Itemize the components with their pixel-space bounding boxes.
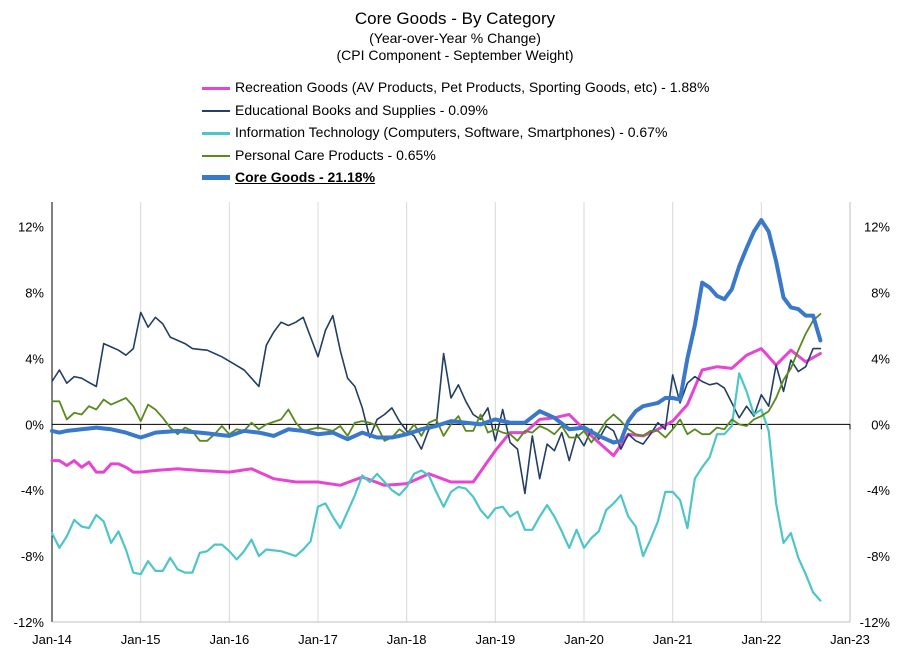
x-axis-tick-labels: Jan-14 Jan-15 Jan-16 Jan-17 Jan-18 Jan-19 Jan-…: [32, 632, 870, 647]
y-tick-label-right: -8%: [867, 549, 891, 564]
x-tick-label: Jan-23: [830, 632, 870, 647]
chart-title-block: Core Goods - By Category (Year-over-Year…: [0, 8, 910, 64]
y-tick-label-left: -4%: [21, 483, 45, 498]
legend-label-personal-care: Personal Care Products - 0.65%: [235, 146, 436, 163]
legend-swatch-personal-care: [202, 154, 230, 157]
x-tick-label: Jan-15: [121, 632, 161, 647]
y-tick-label-left: 4%: [25, 351, 44, 366]
legend-swatch-information-technology: [202, 132, 230, 135]
legend-swatch-recreation-goods: [202, 87, 230, 90]
y-tick-label-right: 4%: [871, 351, 890, 366]
y-tick-label-right: -4%: [867, 483, 891, 498]
y-tick-label-left: 12%: [18, 220, 44, 235]
y-axis-left-tick-labels: -12% -8% -4% 0% 4% 8% 12%: [14, 220, 45, 630]
chart-title: Core Goods - By Category: [354, 9, 556, 28]
y-tick-label-right: 12%: [864, 220, 890, 235]
series-line-1: [51, 311, 822, 495]
chart-subtitle-2: (CPI Component - September Weight): [336, 47, 574, 63]
legend-swatch-core-goods: [202, 175, 230, 180]
series-line-4: [50, 218, 823, 445]
y-tick-label-left: -12%: [14, 615, 45, 630]
legend-label-educational-books: Educational Books and Supplies - 0.09%: [235, 101, 488, 118]
series-line-0: [50, 347, 822, 487]
series-line-2: [50, 372, 822, 602]
y-tick-label-right: 0%: [871, 417, 890, 432]
x-tick-label: Jan-18: [387, 632, 427, 647]
y-tick-label-left: -8%: [21, 549, 45, 564]
x-tick-label: Jan-20: [564, 632, 604, 647]
x-tick-label: Jan-14: [32, 632, 72, 647]
y-tick-label-left: 0%: [25, 417, 44, 432]
x-tick-label: Jan-16: [209, 632, 249, 647]
y-tick-label-left: 8%: [25, 286, 44, 301]
series-lines: [50, 218, 823, 602]
y-tick-label-right: -12%: [860, 615, 891, 630]
legend-label-recreation-goods: Recreation Goods (AV Products, Pet Produ…: [235, 79, 710, 95]
y-tick-label-right: 8%: [871, 286, 890, 301]
chart-subtitle-1: (Year-over-Year % Change): [369, 30, 541, 46]
x-tick-label: Jan-19: [475, 632, 515, 647]
legend-swatch-educational-books: [202, 109, 230, 112]
x-tick-label: Jan-22: [741, 632, 781, 647]
y-axis-right-tick-labels: -12% -8% -4% 0% 4% 8% 12%: [860, 220, 891, 630]
x-tick-label: Jan-21: [653, 632, 693, 647]
legend-label-core-goods: Core Goods - 21.18%: [235, 169, 376, 185]
legend-label-information-technology: Information Technology (Computers, Softw…: [235, 124, 668, 140]
x-tick-label: Jan-17: [298, 632, 338, 647]
